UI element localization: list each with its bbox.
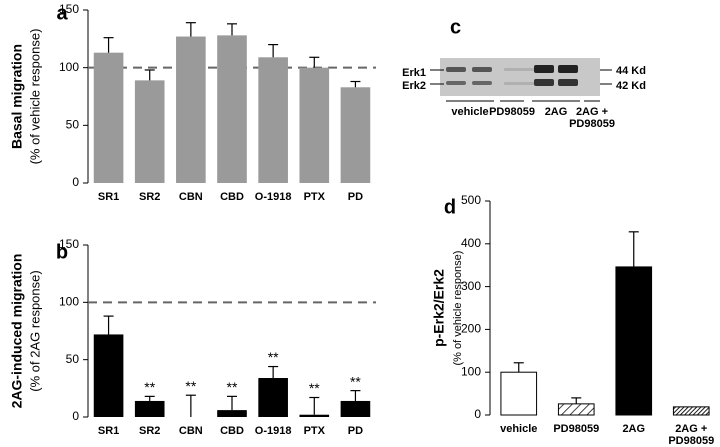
y-tick-label: 0 [72, 175, 79, 189]
y-axis-label: 2AG-induced migration [9, 254, 25, 409]
panel-label: d [444, 196, 456, 218]
y-axis-label: Basal migration [9, 44, 25, 149]
bar [93, 52, 124, 183]
x-tick-label: SR2 [139, 191, 160, 203]
y-tick-label: 200 [461, 322, 481, 336]
x-tick-label: SR2 [139, 425, 160, 437]
significance: ** [268, 349, 279, 365]
bar [615, 266, 653, 416]
bar [176, 36, 206, 183]
x-tick-label: 2AG [622, 423, 646, 435]
size-label: 42 Kd [616, 80, 646, 92]
y-tick-label: 50 [66, 352, 80, 366]
x-tick-label: CBN [179, 425, 203, 437]
x-tick-label: PTX [304, 191, 326, 203]
x-tick-label: PD [348, 425, 363, 437]
bar [672, 406, 710, 416]
blot-image [430, 58, 612, 102]
x-tick-label: O-1918 [255, 425, 292, 437]
bar [93, 334, 124, 417]
bar [500, 371, 538, 416]
bar [217, 35, 247, 183]
y-tick-label: 100 [59, 60, 79, 74]
x-tick-label: 2AG + PD98059 [668, 423, 715, 447]
bar [340, 400, 371, 417]
lane-label: 2AG + PD98059 [569, 106, 615, 130]
panel-label: c [450, 16, 461, 38]
y-tick-label: 150 [59, 237, 79, 251]
bar [340, 87, 371, 183]
y-tick-label: 0 [474, 407, 481, 421]
y-tick-label: 150 [59, 2, 79, 16]
lane-label: 2AG [544, 106, 568, 118]
x-tick-label: SR1 [98, 425, 119, 437]
bar [258, 57, 288, 183]
significance: ** [309, 380, 320, 396]
panel-label: a [56, 2, 68, 24]
significance: ** [350, 373, 361, 389]
x-tick-label: vehicle [500, 423, 538, 435]
y-axis-sublabel: (% of vehicle response) [452, 251, 464, 366]
bar [299, 67, 330, 183]
size-label: 44 Kd [616, 65, 646, 77]
x-tick-label: PD98059 [553, 423, 600, 435]
bar [217, 410, 247, 417]
bar [134, 400, 165, 417]
significance: ** [185, 378, 196, 394]
panel-label: b [56, 241, 68, 263]
x-tick-label: CBD [220, 191, 244, 203]
x-tick-label: CBN [179, 191, 203, 203]
x-tick-label: PD [348, 191, 363, 203]
significance: ** [227, 379, 238, 395]
y-tick-label: 300 [461, 279, 481, 293]
lane-label: vehicle [451, 106, 489, 118]
x-tick-label: O-1918 [255, 191, 292, 203]
x-tick-label: SR1 [98, 191, 119, 203]
y-axis-label: p-Erk2/Erk2 [431, 269, 447, 347]
x-tick-label: PTX [304, 425, 326, 437]
y-tick-label: 0 [72, 409, 79, 423]
bar [258, 378, 288, 417]
y-tick-label: 100 [461, 364, 481, 378]
row-label: Erk2 [402, 80, 426, 92]
bar [557, 403, 595, 416]
x-tick-label: CBD [220, 425, 244, 437]
y-axis-sublabel: (% of vehicle response) [27, 29, 42, 165]
lane-label: PD98059 [489, 106, 535, 118]
y-tick-label: 100 [59, 295, 79, 309]
y-axis-sublabel: (% of 2AG response) [27, 270, 42, 391]
y-tick-label: 50 [66, 118, 80, 132]
row-label: Erk1 [402, 67, 426, 79]
bar [134, 80, 165, 183]
significance: ** [144, 379, 155, 395]
y-tick-label: 400 [461, 236, 481, 250]
y-tick-label: 500 [461, 193, 481, 207]
bar [299, 414, 330, 417]
